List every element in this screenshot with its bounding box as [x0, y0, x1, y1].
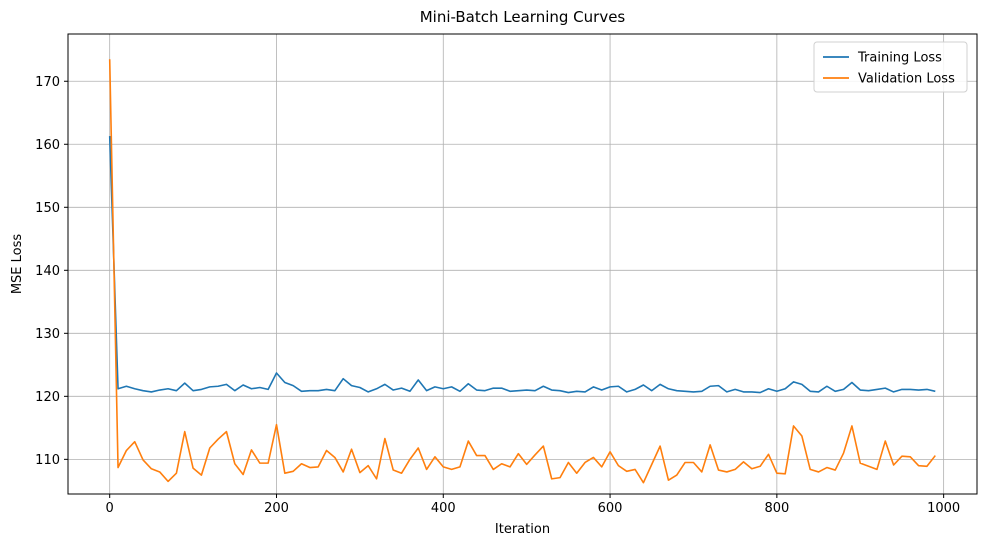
legend: Training Loss Validation Loss: [813, 41, 968, 93]
y-tick-label: 140: [35, 264, 60, 279]
y-axis-ticks: 110 120 130 140 150 160 170: [35, 75, 68, 468]
y-tick-label: 150: [35, 201, 60, 216]
legend-box: [813, 41, 968, 93]
y-tick-label: 120: [35, 390, 60, 405]
grid: [68, 34, 977, 494]
x-tick-label: 600: [598, 501, 623, 516]
y-axis-title: MSE Loss: [10, 234, 25, 295]
x-tick-label: 200: [264, 501, 289, 516]
x-tick-label: 800: [764, 501, 789, 516]
x-axis-title: Iteration: [495, 522, 550, 537]
legend-label: Training Loss: [857, 51, 942, 66]
y-tick-label: 170: [35, 75, 60, 90]
y-tick-label: 110: [35, 453, 60, 468]
y-tick-label: 160: [35, 138, 60, 153]
legend-label: Validation Loss: [858, 72, 955, 87]
x-tick-label: 0: [106, 501, 114, 516]
series-line-1: [108, 59, 936, 484]
x-tick-label: 400: [431, 501, 456, 516]
series-line-0: [108, 136, 936, 394]
chart-title: Mini-Batch Learning Curves: [420, 8, 626, 26]
y-tick-label: 130: [35, 327, 60, 342]
plot-frame: [67, 33, 978, 495]
x-tick-label: 1000: [927, 501, 960, 516]
x-axis-ticks: 0 200 400 600 800 1000: [106, 494, 960, 516]
series-lines: [108, 59, 936, 484]
